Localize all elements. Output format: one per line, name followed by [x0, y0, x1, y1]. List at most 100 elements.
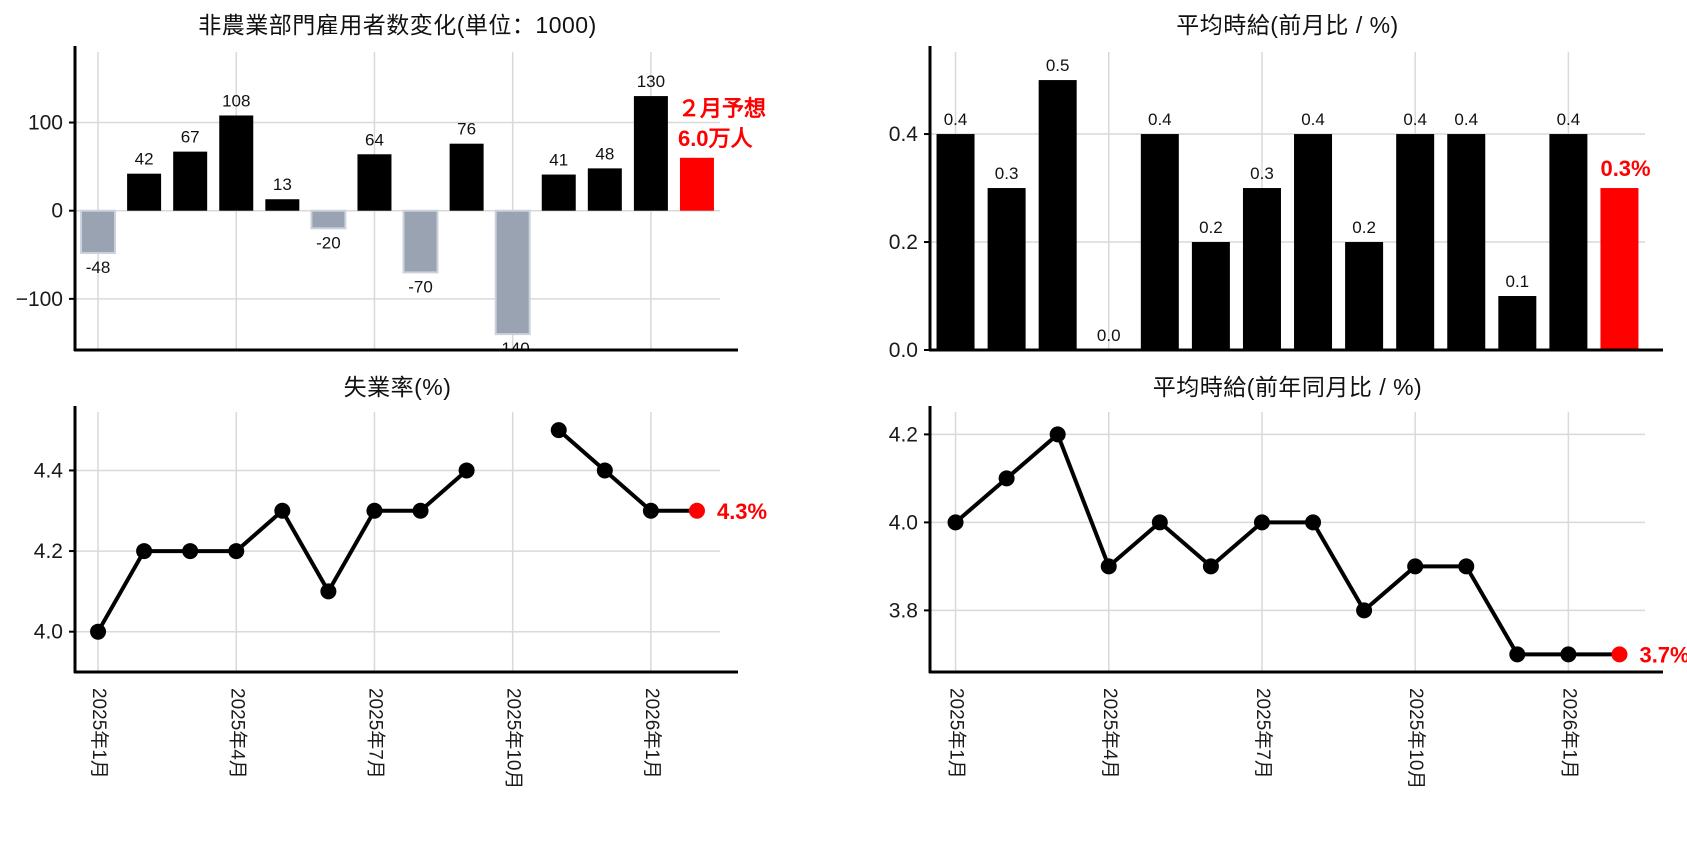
bar [1242, 188, 1281, 350]
forecast-annotation: ２月予想 [678, 96, 766, 121]
forecast-annotation: 0.3% [1600, 156, 1650, 181]
line-segment [234, 509, 284, 553]
bar-value-label: -20 [316, 233, 341, 252]
bar [219, 115, 254, 211]
forecast-bar [1600, 188, 1639, 350]
bar-value-label: 0.0 [1097, 326, 1121, 345]
nonfarm-payrolls-plot: 100 0 −100 -48 42 67 108 13 -20 64 -70 76 -140 41 48 13… [16, 46, 766, 358]
bar-value-label: 76 [457, 120, 476, 139]
bar-value-label: 130 [637, 72, 665, 91]
y-tick-label: 0.4 [889, 123, 919, 146]
chart-unemployment-rate: 失業率(%) 4.4 4.2 4.0 4.3% 2025年1月 2025年4月 2025年7… [0, 362, 845, 868]
hourly-wage-yoy-plot: 4.2 4.0 3.8 3.7% 2025年1月 2025年4月 2025年7月 2025年1… [889, 406, 1687, 789]
bar [402, 209, 439, 274]
bar [1498, 296, 1537, 350]
bar-value-label: 64 [365, 130, 384, 149]
data-point [947, 514, 964, 531]
data-point [642, 502, 659, 519]
data-point [1305, 514, 1322, 531]
data-point [596, 462, 613, 479]
y-tick-label: −100 [16, 288, 63, 311]
plot-area: 0.4 0.3 0.5 0.0 0.4 0.2 0.3 0.4 0.2 0.4 0.4 0.1 0.4 0… [936, 56, 1651, 351]
data-point [1356, 602, 1373, 619]
x-tick-label: 2025年4月 [226, 688, 248, 779]
bar-value-label: -140 [496, 339, 530, 358]
bar-value-label: -48 [86, 258, 111, 277]
bar-value-label: 0.4 [1403, 110, 1427, 129]
data-point [182, 543, 199, 560]
chart-title-unemployment-rate: 失業率(%) [343, 374, 452, 400]
bar [80, 209, 117, 255]
data-point [1151, 514, 1168, 531]
bar-value-label: 0.2 [1199, 218, 1223, 237]
line-segment [1209, 520, 1264, 568]
bar [1191, 242, 1230, 350]
line-segment [1362, 564, 1417, 612]
plot-area: 3.7% [947, 426, 1687, 667]
bar-value-label: 0.3 [1250, 164, 1274, 183]
y-tick-label: 4.2 [889, 423, 918, 446]
forecast-point [688, 502, 705, 519]
bar [494, 209, 531, 336]
data-point [550, 422, 567, 439]
bar [541, 174, 576, 211]
bar [1396, 134, 1435, 350]
data-point [274, 502, 291, 519]
bar-value-label: 0.4 [1148, 110, 1172, 129]
chart-nonfarm-payrolls: 非農業部門雇用者数変化(単位：1000) 100 0 −100 -48 42 67 108 1… [0, 0, 845, 362]
bar-value-label: 0.3 [995, 164, 1019, 183]
x-tick-label: 2025年4月 [1099, 688, 1121, 779]
bar [173, 151, 208, 211]
bar-value-label: 0.4 [1301, 110, 1325, 129]
bar-value-label: 13 [273, 175, 292, 194]
chart-title-hourly-wage-mom: 平均時給(前月比 / %) [1176, 12, 1399, 38]
bar [1038, 80, 1077, 351]
data-point [458, 462, 475, 479]
data-point [1253, 514, 1270, 531]
bar-value-label: 108 [222, 91, 250, 110]
unemployment-rate-plot: 4.4 4.2 4.0 4.3% 2025年1月 2025年4月 2025年7月 2025年1… [34, 406, 767, 789]
chart-title-hourly-wage-yoy: 平均時給(前年同月比 / %) [1152, 374, 1423, 400]
line-segment [326, 509, 377, 593]
forecast-point [1611, 646, 1628, 663]
y-tick-label: 100 [28, 112, 63, 135]
data-point [1560, 646, 1577, 663]
line-segment [419, 468, 468, 513]
data-point [136, 543, 153, 560]
bar-value-label: 41 [549, 151, 568, 170]
y-tick-label: 3.8 [889, 599, 918, 622]
bar-value-label: 0.5 [1046, 56, 1070, 75]
y-tick-label: 4.2 [34, 540, 63, 563]
bar [1447, 134, 1486, 350]
line-segment [96, 550, 146, 633]
x-tick-label: 2025年10月 [1405, 688, 1427, 789]
bar [1345, 242, 1384, 350]
bar-value-label: 42 [135, 150, 154, 169]
x-tick-label: 2026年1月 [1558, 688, 1580, 779]
data-point [228, 543, 245, 560]
data-point [320, 583, 337, 600]
bar [310, 209, 347, 230]
plot-area: -48 42 67 108 13 -20 64 -70 76 -140 41 48 130 ２月予想 6.0… [80, 72, 766, 358]
bar-value-label: 0.2 [1352, 218, 1376, 237]
bar-value-label: 0.1 [1506, 272, 1530, 291]
bar [987, 188, 1026, 350]
bar [936, 134, 975, 350]
data-point [998, 470, 1015, 487]
bar-value-label: 0.4 [944, 110, 968, 129]
line-segment [603, 468, 653, 513]
y-tick-label: 0.0 [889, 339, 918, 362]
data-point [1458, 558, 1475, 575]
bar-value-label: 0.4 [1557, 110, 1581, 129]
chart-hourly-wage-mom: 平均時給(前月比 / %) 0.4 0.2 0.0 0.4 0.3 0.5 0.0 0.4 0.… [845, 0, 1687, 362]
y-tick-label: 0 [51, 200, 63, 223]
line-segment [557, 428, 607, 472]
line-segment [1464, 565, 1520, 656]
bar-value-label: 48 [595, 144, 614, 163]
chart-hourly-wage-yoy: 平均時給(前年同月比 / %) 4.2 4.0 3.8 3.7% 2025年1月 2025… [845, 362, 1687, 868]
x-tick-label: 2025年7月 [1252, 688, 1274, 779]
data-point [1407, 558, 1424, 575]
bar [1294, 134, 1333, 350]
bar [449, 143, 484, 211]
